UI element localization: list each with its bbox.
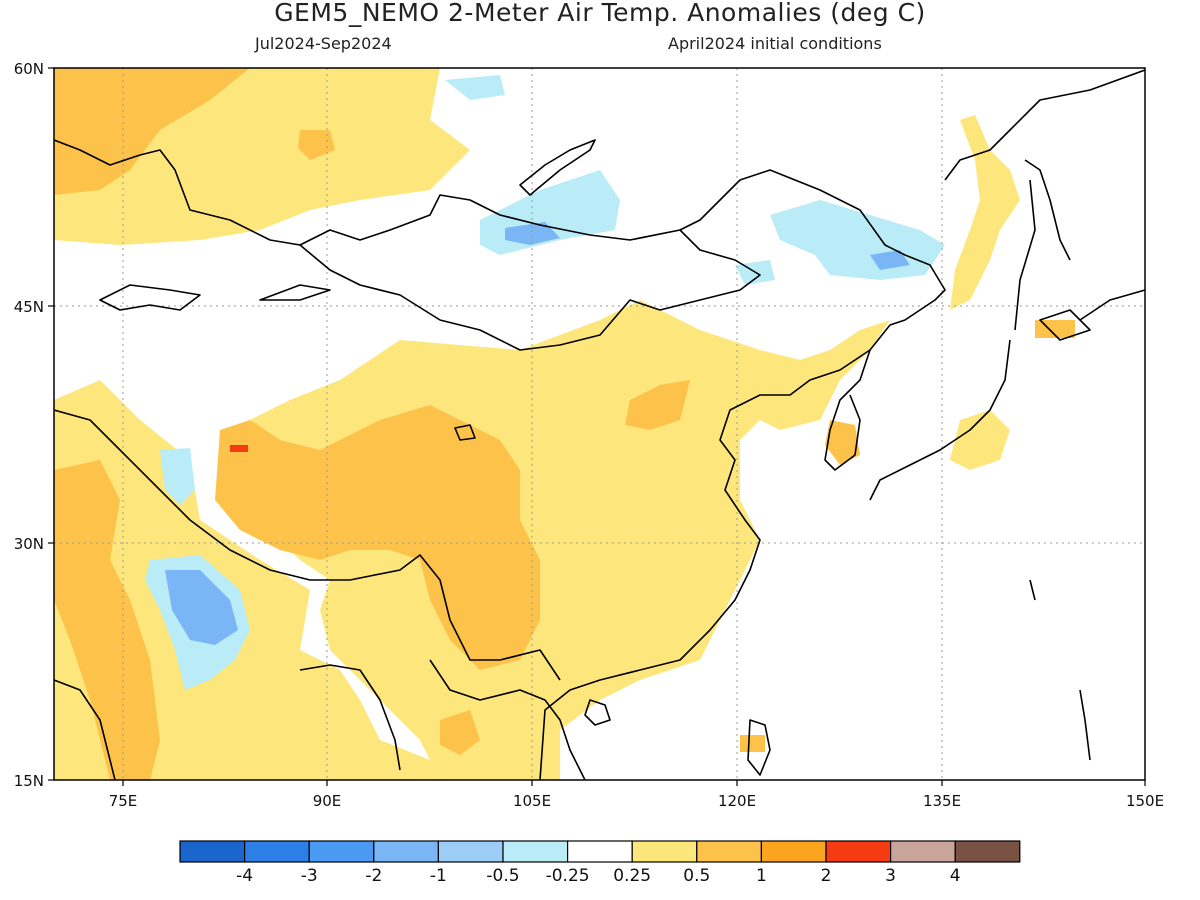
colorbar-label: -0.5	[486, 866, 519, 886]
colorbar-swatch	[760, 840, 827, 863]
anomaly-region-orange	[215, 405, 540, 670]
lat-tick-label: 45N	[14, 298, 44, 316]
forecast-period: Jul2024-Sep2024	[255, 34, 392, 53]
coastline-caspian-kazakh	[99, 284, 201, 311]
colorbar-swatch	[825, 840, 892, 863]
coastline-korea	[824, 349, 871, 471]
colorbar-label: -3	[301, 866, 318, 886]
lon-tick-label: 135E	[923, 792, 961, 810]
map-title: GEM5_NEMO 2-Meter Air Temp. Anomalies (d…	[274, 0, 926, 27]
anomaly-region-light-cyan	[770, 200, 945, 280]
colorbar-label: -2	[365, 866, 382, 886]
colorbar-label: -0.25	[546, 866, 590, 886]
colorbar-swatch	[373, 840, 439, 863]
colorbar-swatch	[502, 840, 569, 863]
colorbar-swatch	[954, 840, 1021, 863]
anomaly-region-light-cyan	[445, 75, 505, 100]
anomaly-region-light-blue	[165, 570, 238, 645]
colorbar-label: 0.5	[683, 866, 710, 886]
coastline-indochina	[429, 659, 586, 780]
lake-balkhash	[259, 284, 331, 301]
colorbar: -4 -3 -2 -1 -0.5 -0.25 0.25 0.5 1 2 3 4	[179, 840, 1021, 886]
axis-ticks	[48, 67, 1146, 786]
anomaly-region-light-blue	[505, 222, 560, 245]
colorbar-label: 4	[950, 866, 961, 886]
anomaly-region-light-cyan	[480, 170, 620, 255]
colorbar-label: 3	[885, 866, 896, 886]
anomaly-region-orange	[625, 380, 690, 430]
lon-tick-label: 105E	[513, 792, 551, 810]
anomaly-region-light-yellow	[950, 410, 1010, 470]
coastline-hainan	[584, 699, 611, 726]
lat-tick-label: 60N	[14, 60, 44, 78]
anomaly-region-light-yellow	[950, 115, 1020, 310]
colorbar-label: -4	[236, 866, 253, 886]
anomaly-region-orange	[54, 68, 250, 195]
coastline-okhotsk	[944, 69, 1145, 181]
colorbar-label: -1	[430, 866, 447, 886]
country-border-russia	[54, 139, 946, 326]
lon-tick-label: 120E	[718, 792, 756, 810]
coastline-taiwan	[747, 719, 771, 776]
colorbar-swatch	[179, 840, 246, 863]
lon-tick-label: 90E	[313, 792, 342, 810]
coastline-china	[539, 324, 891, 780]
anomaly-region-orange	[54, 460, 160, 780]
colorbar-swatch	[566, 840, 633, 863]
coastline-sakhalin	[1024, 159, 1071, 261]
anomaly-region-orange	[440, 710, 480, 755]
lon-tick-label: 150E	[1126, 792, 1164, 810]
lat-tick-labels: 60N 45N 30N 15N	[14, 60, 44, 790]
lat-tick-label: 15N	[14, 772, 44, 790]
colorbar-swatch	[244, 840, 310, 863]
colorbar-swatch	[631, 840, 698, 863]
anomaly-region-orange	[740, 735, 765, 752]
anomaly-region-orange	[298, 130, 335, 160]
coastline-kamchatka	[1079, 289, 1145, 321]
colorbar-swatch	[437, 840, 504, 863]
coastline-philippines	[1029, 579, 1091, 761]
colorbar-label: 0.25	[613, 866, 651, 886]
colorbar-swatch	[696, 840, 762, 863]
colorbar-label: 1	[756, 866, 767, 886]
anomaly-field	[54, 68, 1075, 780]
lake-qinghai	[454, 424, 476, 441]
coastline-baikal	[519, 139, 596, 196]
anomaly-region-orange	[825, 420, 860, 465]
border-himalaya	[54, 409, 561, 681]
initial-conditions: April2024 initial conditions	[668, 34, 882, 53]
colorbar-swatch	[308, 840, 375, 863]
colorbar-swatch	[889, 840, 956, 863]
lon-tick-labels: 75E 90E 105E 120E 135E 150E	[109, 792, 1164, 810]
coastline-india	[54, 664, 401, 780]
coastlines	[54, 69, 1145, 780]
anomaly-region-red	[230, 445, 248, 452]
map-gridlines	[54, 68, 1145, 780]
anomaly-region-light-cyan	[160, 448, 195, 505]
coastline-japan	[869, 179, 1091, 501]
colorbar-label: 2	[821, 866, 832, 886]
map-frame	[53, 67, 1146, 781]
lon-tick-label: 75E	[109, 792, 138, 810]
anomaly-region-light-blue	[870, 250, 910, 270]
country-border-mongolia	[299, 229, 761, 351]
lat-tick-label: 30N	[14, 535, 44, 553]
